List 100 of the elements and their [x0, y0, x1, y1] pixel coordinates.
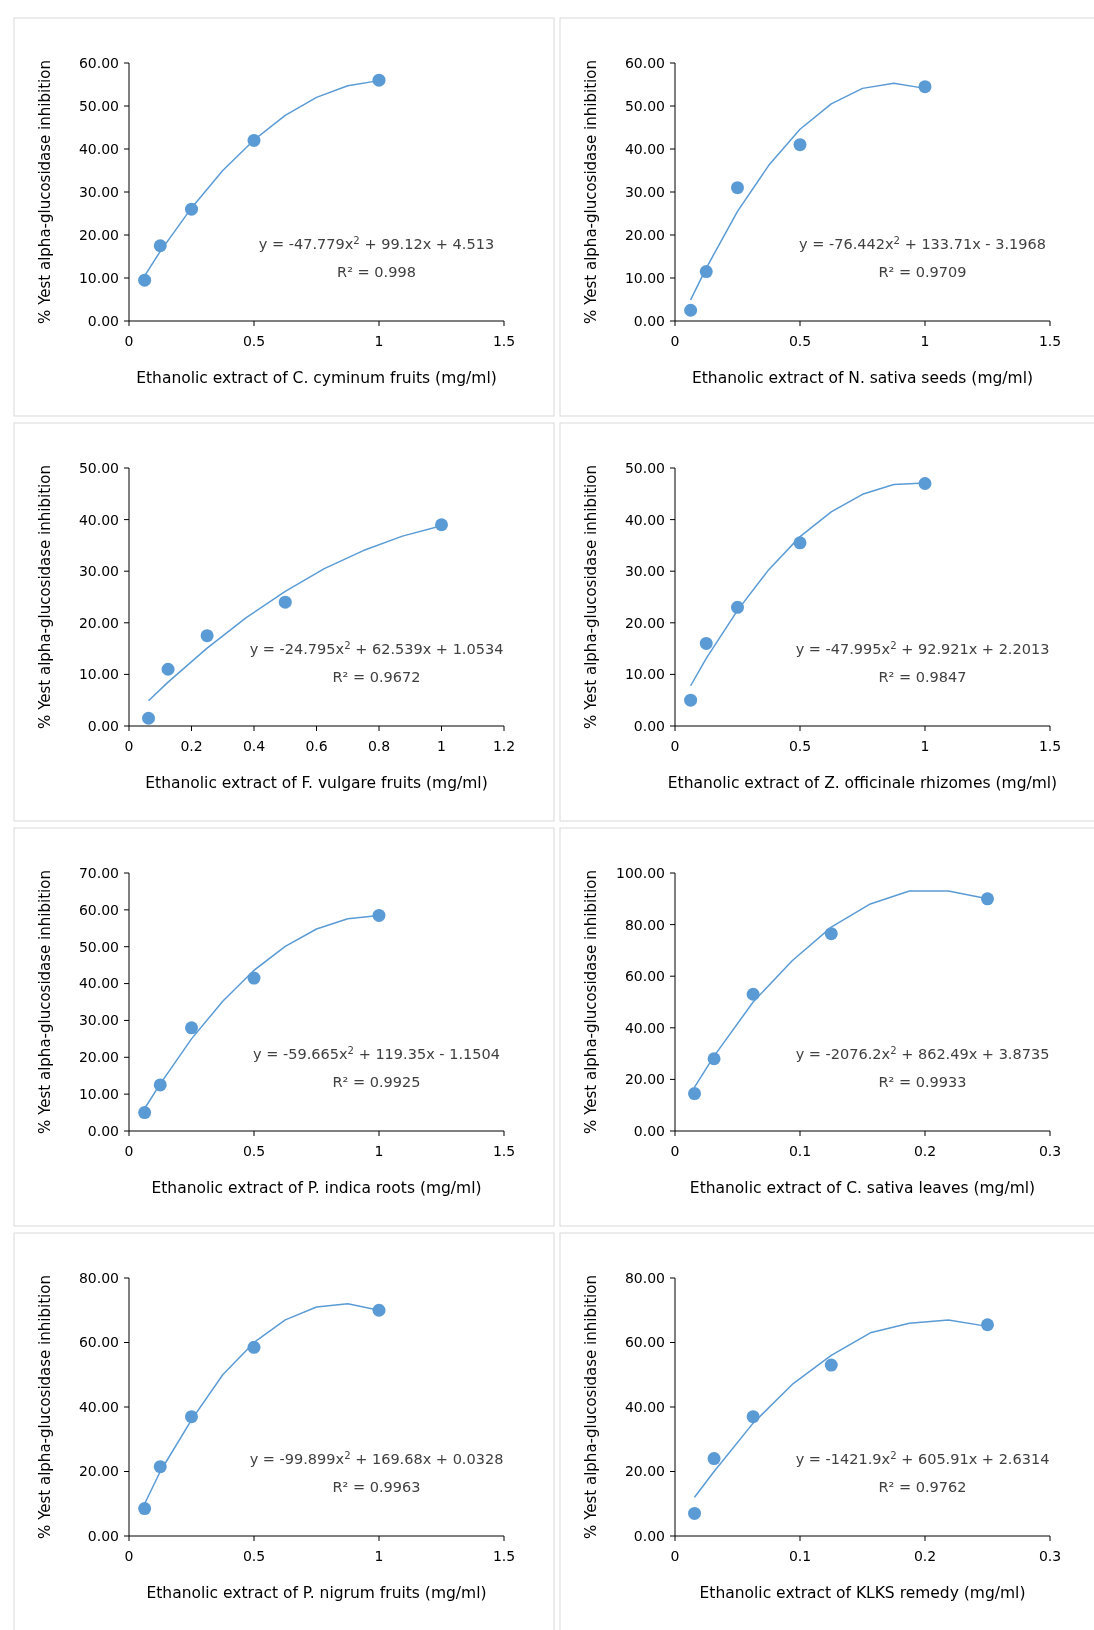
point — [247, 133, 261, 147]
point — [707, 1452, 721, 1466]
x-tick-label: 0 — [670, 1548, 680, 1564]
x-tick-label: 0.8 — [367, 738, 391, 754]
x-axis-title: Ethanolic extract of F. vulgare fruits (mg/ml) — [145, 774, 488, 792]
y-tick-label: 60.00 — [78, 1334, 119, 1351]
x-tick-label: 1 — [437, 738, 446, 754]
y-tick-label: 0.00 — [633, 717, 665, 734]
x-axis-title: Ethanolic extract of C. sativa leaves (mg/ml) — [689, 1179, 1036, 1197]
y-tick-label: 20.00 — [624, 226, 665, 243]
x-tick-label: 0.1 — [788, 1143, 812, 1159]
y-tick-label: 40.00 — [78, 1398, 119, 1415]
point — [684, 303, 698, 317]
annotation: y = -47.995x$^{2}$ + 92.921x + 2.2013 — [795, 639, 1050, 657]
x-tick-label: 0.4 — [242, 738, 266, 754]
y-tick-label: 30.00 — [78, 183, 119, 200]
y-tick-label: 20.00 — [624, 1071, 665, 1088]
point — [699, 636, 713, 650]
point — [918, 80, 932, 94]
point — [161, 662, 175, 676]
point — [185, 202, 198, 216]
x-tick-label: 0 — [670, 1143, 680, 1159]
x-tick-label: 0 — [124, 333, 134, 349]
x-tick-label: 1.5 — [492, 1548, 516, 1564]
y-tick-label: 60.00 — [78, 901, 119, 918]
y-tick-label: 10.00 — [78, 666, 119, 683]
y-axis-title: % Yest alpha-glucosidase inhibition — [36, 870, 54, 1134]
x-tick-label: 1 — [374, 1548, 384, 1564]
y-axis-title: % Yest alpha-glucosidase inhibition — [582, 1275, 600, 1539]
annotation: y = -59.665x$^{2}$ + 119.35x - 1.1504 — [253, 1044, 500, 1062]
y-tick-label: 40.00 — [78, 975, 119, 992]
y-tick-label: 30.00 — [624, 563, 665, 580]
y-tick-label: 50.00 — [78, 459, 119, 476]
point — [153, 239, 167, 253]
point — [247, 1340, 261, 1354]
y-tick-label: 0.00 — [633, 1527, 665, 1544]
annotation: y = -2076.2x$^{2}$ + 862.49x + 3.8735 — [795, 1044, 1050, 1062]
y-tick-label: 80.00 — [624, 1269, 665, 1286]
y-tick-label: 0.00 — [633, 312, 665, 329]
x-tick-label: 0.6 — [305, 738, 328, 754]
y-tick-label: 0.00 — [87, 312, 119, 329]
point — [824, 1358, 838, 1372]
x-axis-title: Ethanolic extract of KLKS remedy (mg/ml) — [699, 1584, 1026, 1602]
annotation: R² = 0.9762 — [878, 1478, 967, 1495]
point — [185, 1410, 198, 1424]
point — [138, 1106, 152, 1120]
y-axis-title: % Yest alpha-glucosidase inhibition — [36, 60, 54, 324]
point — [981, 892, 994, 906]
x-tick-label: 1 — [920, 333, 930, 349]
x-axis-title: Ethanolic extract of Z. officinale rhizomes (mg/ml) — [667, 774, 1058, 792]
point — [372, 73, 386, 87]
point — [688, 1087, 702, 1101]
point — [731, 181, 744, 195]
y-tick-label: 20.00 — [78, 1049, 119, 1066]
y-tick-label: 0.00 — [633, 1122, 665, 1139]
x-tick-label: 0.5 — [788, 738, 812, 754]
y-axis-title: % Yest alpha-glucosidase inhibition — [582, 60, 600, 324]
x-tick-label: 1.5 — [492, 333, 516, 349]
x-tick-label: 0.1 — [788, 1548, 812, 1564]
x-tick-label: 0 — [670, 738, 680, 754]
x-tick-label: 0.2 — [913, 1548, 937, 1564]
point — [372, 908, 386, 922]
x-tick-label: 1.2 — [492, 738, 516, 754]
y-tick-label: 60.00 — [624, 968, 665, 985]
point — [688, 1506, 702, 1520]
point — [981, 1318, 994, 1332]
point — [684, 693, 698, 707]
y-tick-label: 40.00 — [624, 140, 665, 157]
annotation: y = -24.795x$^{2}$ + 62.539x + 1.0534 — [249, 639, 504, 657]
point — [699, 265, 713, 279]
x-tick-label: 0.5 — [242, 1548, 266, 1564]
point — [707, 1052, 721, 1066]
y-tick-label: 20.00 — [624, 614, 665, 631]
point — [247, 971, 261, 985]
x-tick-label: 0.3 — [1038, 1143, 1062, 1159]
y-tick-label: 40.00 — [624, 1019, 665, 1036]
y-tick-label: 10.00 — [624, 269, 665, 286]
point — [200, 629, 214, 643]
x-tick-label: 1.5 — [492, 1143, 516, 1159]
y-tick-label: 20.00 — [624, 1463, 665, 1480]
y-tick-label: 10.00 — [78, 1086, 119, 1103]
y-tick-label: 50.00 — [78, 938, 119, 955]
x-tick-label: 0.5 — [788, 333, 812, 349]
point — [731, 600, 744, 614]
x-axis-title: Ethanolic extract of P. indica roots (mg/ml) — [151, 1179, 482, 1197]
point — [746, 987, 760, 1001]
y-tick-label: 60.00 — [78, 54, 119, 71]
y-tick-label: 80.00 — [624, 916, 665, 933]
x-axis-title: Ethanolic extract of N. sativa seeds (mg/ml) — [692, 369, 1033, 387]
y-tick-label: 20.00 — [78, 1463, 119, 1480]
y-tick-label: 0.00 — [87, 1122, 119, 1139]
point — [278, 595, 292, 609]
x-tick-label: 0 — [670, 333, 680, 349]
x-tick-label: 1 — [374, 333, 384, 349]
y-tick-label: 40.00 — [624, 1398, 665, 1415]
annotation: R² = 0.9709 — [878, 263, 967, 280]
annotation: y = -99.899x$^{2}$ + 169.68x + 0.0328 — [249, 1449, 504, 1467]
y-tick-label: 20.00 — [78, 614, 119, 631]
y-tick-label: 0.00 — [87, 1527, 119, 1544]
y-tick-label: 40.00 — [78, 511, 119, 528]
